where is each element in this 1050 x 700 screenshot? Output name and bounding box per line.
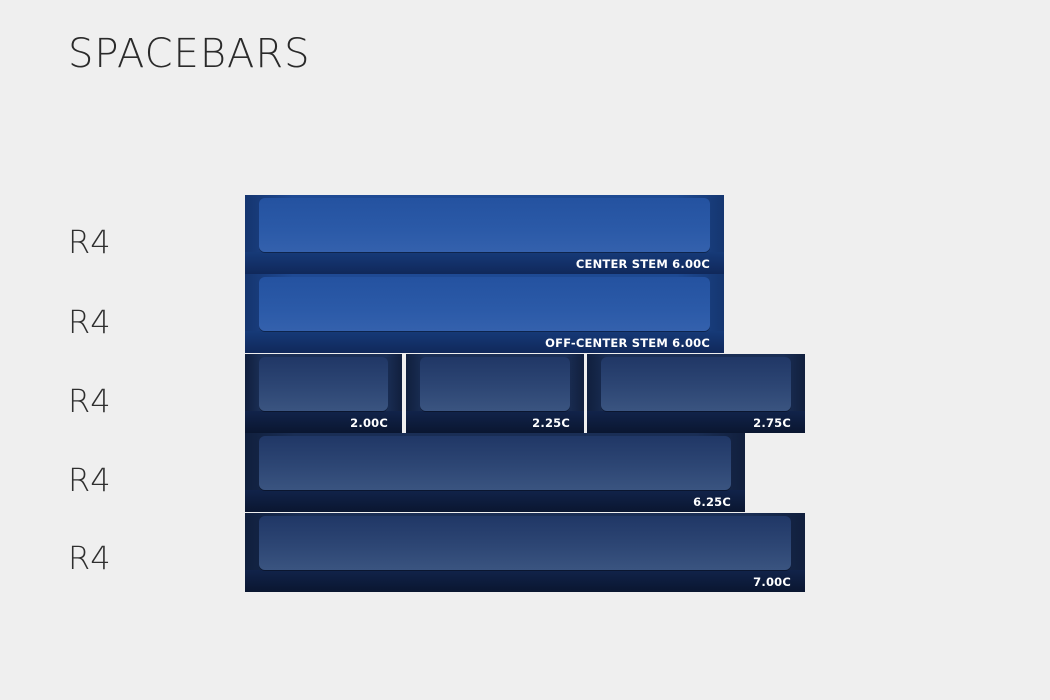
keycap-top-face xyxy=(259,198,710,252)
keycap-top-face xyxy=(259,436,731,490)
keycap-label: 6.25C xyxy=(693,495,731,509)
keycap-6-25u: 6.25C xyxy=(245,433,745,512)
keycap-top-face xyxy=(420,357,570,411)
keycap-2u: 2.00C xyxy=(245,354,402,433)
keycap-top-face xyxy=(259,277,710,331)
keycap-label: 2.75C xyxy=(753,416,791,430)
keycap-off-center-stem-6u: OFF-CENTER STEM 6.00C xyxy=(245,274,724,353)
keycap-7u: 7.00C xyxy=(245,513,805,592)
keycap-2-75u: 2.75C xyxy=(587,354,805,433)
keycap-label: 2.25C xyxy=(532,416,570,430)
keycap-center-stem-6u: CENTER STEM 6.00C xyxy=(245,195,724,274)
keycap-top-face xyxy=(259,357,388,411)
keycap-2-25u: 2.25C xyxy=(406,354,584,433)
row-label-1: R4 xyxy=(68,223,111,261)
keycap-label: CENTER STEM 6.00C xyxy=(575,257,710,271)
page-title: SPACEBARS xyxy=(68,31,311,77)
row-label-5: R4 xyxy=(68,539,111,577)
keycap-top-face xyxy=(259,516,791,570)
row-label-3: R4 xyxy=(68,382,111,420)
keycap-top-face xyxy=(601,357,791,411)
keycap-label: 2.00C xyxy=(350,416,388,430)
keycap-label: OFF-CENTER STEM 6.00C xyxy=(545,336,710,350)
row-label-4: R4 xyxy=(68,461,111,499)
keycap-label: 7.00C xyxy=(753,575,791,589)
row-label-2: R4 xyxy=(68,303,111,341)
